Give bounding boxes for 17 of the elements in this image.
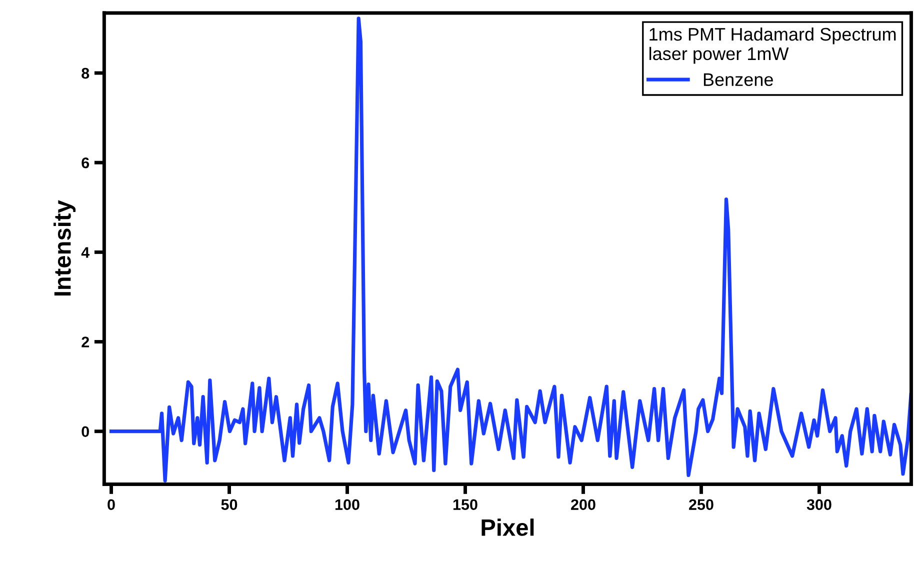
y-tick-label: 2: [82, 336, 89, 348]
x-tick-label: 100: [335, 499, 360, 510]
line-series: [109, 16, 912, 482]
y-axis-title: Intensity: [54, 200, 76, 296]
x-tick-label: 50: [221, 499, 238, 510]
x-axis-title: Pixel: [482, 518, 534, 536]
x-tick-label: 250: [689, 499, 714, 510]
x-tick-label: 200: [571, 499, 596, 510]
legend-title: 1ms PMT Hadamard Spectrum laser power 1mW: [650, 27, 896, 64]
x-tick-label: 0: [108, 499, 115, 510]
y-tick-label: 6: [82, 157, 90, 168]
x-tick-label: 300: [806, 499, 832, 510]
y-tick-label: 8: [82, 68, 90, 79]
y-tick-label: 0: [82, 426, 89, 438]
legend-label: Benzene: [704, 73, 773, 86]
y-tick-label: 4: [81, 247, 90, 258]
x-tick-label: 150: [453, 499, 478, 510]
